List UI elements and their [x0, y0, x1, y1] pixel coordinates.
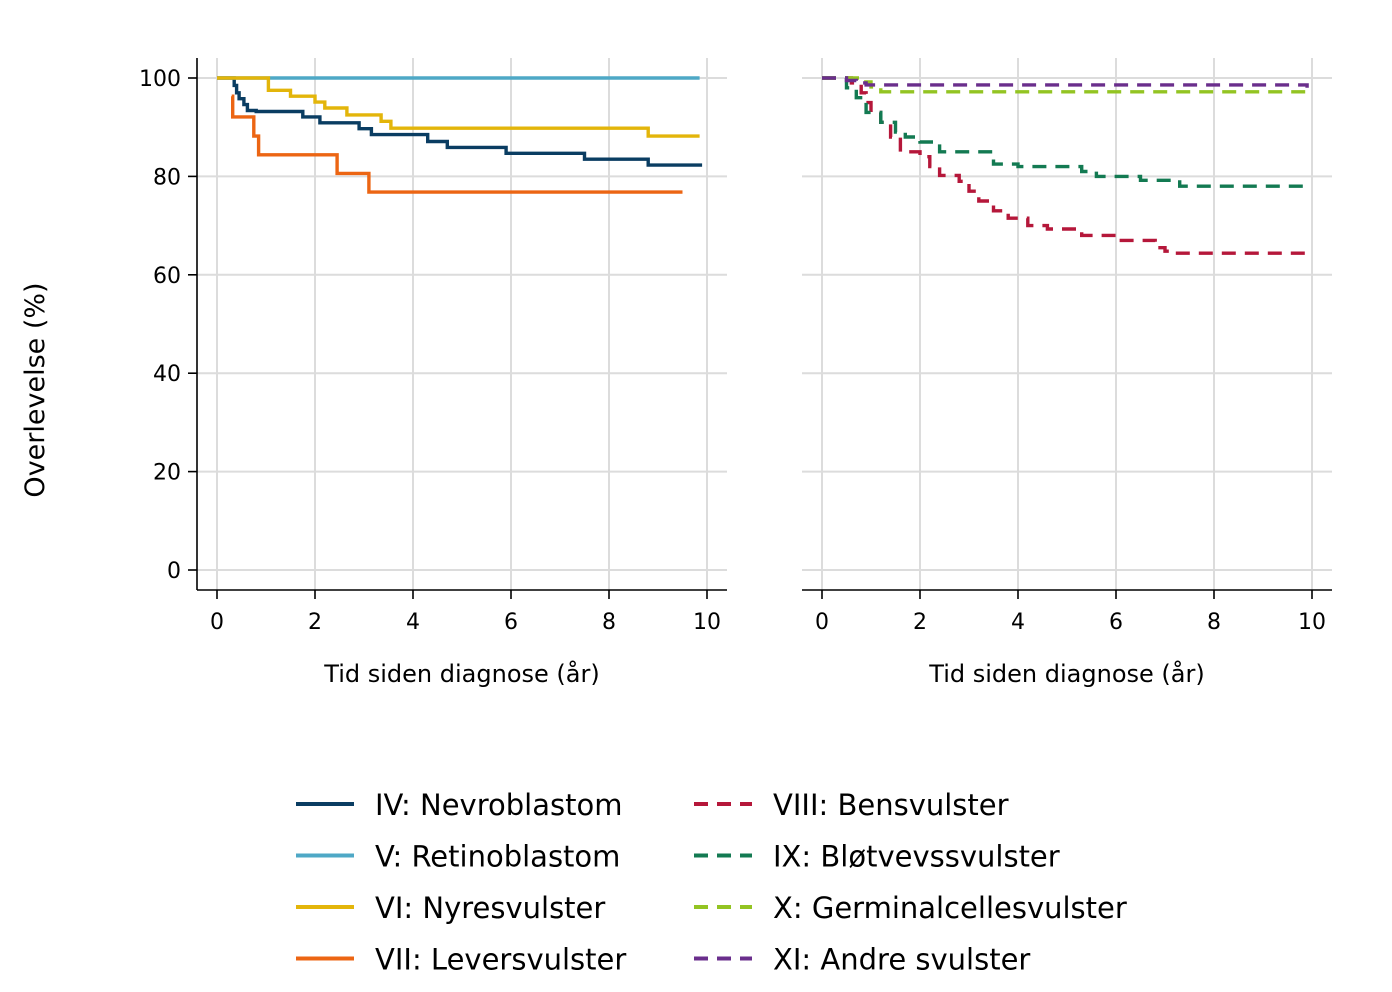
- y-tick-label: 20: [153, 461, 181, 486]
- legend-label: V: Retinoblastom: [375, 840, 620, 874]
- y-tick-label: 40: [153, 362, 181, 387]
- chart-panel-right: 0 2 4 6 8 10 Tid siden diagnose (år): [802, 58, 1332, 688]
- series-line: [231, 94, 683, 194]
- x-tick-label: 2: [308, 610, 322, 635]
- x-axis-title: Tid siden diagnose (år): [928, 659, 1204, 688]
- x-tick-label: 8: [1207, 610, 1221, 635]
- legend-label: IV: Nevroblastom: [375, 788, 622, 822]
- y-axis-title: Overlevelse (%): [20, 282, 51, 497]
- x-tick-label: 0: [815, 610, 829, 635]
- x-tick-label: 2: [913, 610, 927, 635]
- x-tick-label: 4: [406, 610, 420, 635]
- x-tick-label: 6: [1109, 610, 1123, 635]
- legend-label: X: Germinalcellesvulster: [773, 891, 1127, 925]
- series-line: [822, 76, 1308, 255]
- x-tick-label: 10: [693, 610, 721, 635]
- y-tick-label: 100: [139, 67, 181, 92]
- legend-label: VIII: Bensvulster: [773, 788, 1009, 822]
- legend-label: IX: Bløtvevssvulster: [773, 840, 1060, 874]
- legend: IV: Nevroblastom V: Retinoblastom VI: Nyre…: [296, 788, 1127, 977]
- y-tick-label: 60: [153, 264, 181, 289]
- series-line: [217, 76, 700, 138]
- y-tick-label: 80: [153, 165, 181, 190]
- x-tick-label: 8: [602, 610, 616, 635]
- x-tick-label: 6: [504, 610, 518, 635]
- series-line: [822, 76, 1309, 88]
- legend-label: XI: Andre svulster: [773, 943, 1030, 977]
- x-tick-label: 10: [1298, 610, 1326, 635]
- legend-label: VI: Nyresvulster: [375, 891, 605, 925]
- x-tick-label: 4: [1011, 610, 1025, 635]
- chart-panel-left: 0 20 40 60 80 100 0 2 4 6 8 10 Tid siden diagnose (å…: [139, 58, 727, 688]
- series-line: [822, 76, 1309, 191]
- series-line: [217, 76, 703, 167]
- y-tick-label: 0: [167, 559, 181, 584]
- x-axis-title: Tid siden diagnose (år): [323, 659, 599, 688]
- legend-label: VII: Leversvulster: [375, 943, 626, 977]
- x-tick-label: 0: [210, 610, 224, 635]
